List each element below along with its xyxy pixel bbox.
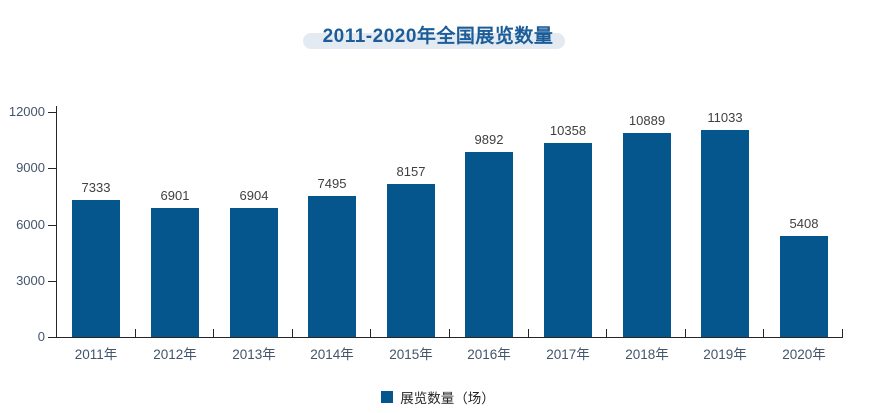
- bar-value-label: 7495: [317, 176, 347, 191]
- bar: [308, 196, 356, 337]
- legend-label: 展览数量（场）: [400, 391, 495, 406]
- x-axis-tick-label: 2018年: [625, 347, 669, 362]
- x-axis-tick: [213, 329, 214, 337]
- bar: [465, 152, 513, 337]
- bar-value-label: 5408: [789, 216, 819, 231]
- chart-title-wrap: 2011-2020年全国展览数量: [302, 21, 566, 49]
- bar: [780, 236, 828, 337]
- x-axis-tick: [449, 329, 450, 337]
- x-axis-tick-label: 2013年: [232, 347, 276, 362]
- x-axis-tick: [528, 329, 529, 337]
- y-axis-line: [56, 106, 57, 337]
- x-axis-line: [56, 337, 843, 338]
- y-axis-tick-label: 3000: [16, 273, 45, 288]
- x-axis-tick: [56, 329, 57, 337]
- x-axis-tick-label: 2015年: [389, 347, 433, 362]
- x-axis-tick-label: 2014年: [310, 347, 354, 362]
- bar-value-label: 11033: [707, 110, 743, 125]
- y-axis-tick: [48, 225, 56, 226]
- y-axis-tick: [48, 168, 56, 169]
- bar-value-label: 7333: [81, 180, 111, 195]
- legend: 展览数量（场）: [0, 388, 876, 406]
- x-axis-tick-label: 2012年: [153, 347, 197, 362]
- bar: [151, 208, 199, 337]
- bar: [701, 130, 749, 337]
- bar-value-label: 6901: [160, 188, 190, 203]
- y-axis-tick: [48, 281, 56, 282]
- y-axis-tick-label: 6000: [16, 217, 45, 232]
- x-axis-tick-label: 2020年: [782, 347, 826, 362]
- bar-value-label: 9892: [474, 132, 504, 147]
- bar-value-label: 10358: [549, 123, 587, 138]
- y-axis-tick-label: 12000: [8, 104, 45, 119]
- chart-title: 2011-2020年全国展览数量: [322, 26, 554, 47]
- x-axis-tick: [292, 329, 293, 337]
- legend-swatch: [381, 391, 394, 403]
- x-axis-tick: [135, 329, 136, 337]
- x-axis-tick: [370, 329, 371, 337]
- chart-title-row: 2011-2020年全国展览数量: [0, 0, 876, 56]
- y-axis-tick: [48, 337, 56, 338]
- bar-value-label: 8157: [396, 164, 426, 179]
- bar-value-label: 10889: [628, 113, 666, 128]
- bar: [544, 143, 592, 337]
- x-axis-tick-label: 2011年: [74, 347, 118, 362]
- x-axis-tick-label: 2016年: [467, 347, 511, 362]
- y-axis-tick-label: 9000: [16, 160, 45, 175]
- bar: [623, 133, 671, 337]
- y-axis-tick-label: 0: [37, 329, 45, 344]
- x-axis-tick: [606, 329, 607, 337]
- bar-value-label: 6904: [239, 188, 269, 203]
- x-axis-tick: [685, 329, 686, 337]
- title-highlight-pill: [302, 33, 566, 49]
- bar: [387, 184, 435, 337]
- bar: [72, 200, 120, 337]
- bar: [230, 208, 278, 337]
- x-axis-tick: [842, 329, 843, 337]
- x-axis-tick-label: 2017年: [546, 347, 590, 362]
- x-axis-tick-label: 2019年: [703, 347, 747, 362]
- y-axis-tick: [48, 112, 56, 113]
- x-axis-tick: [763, 329, 764, 337]
